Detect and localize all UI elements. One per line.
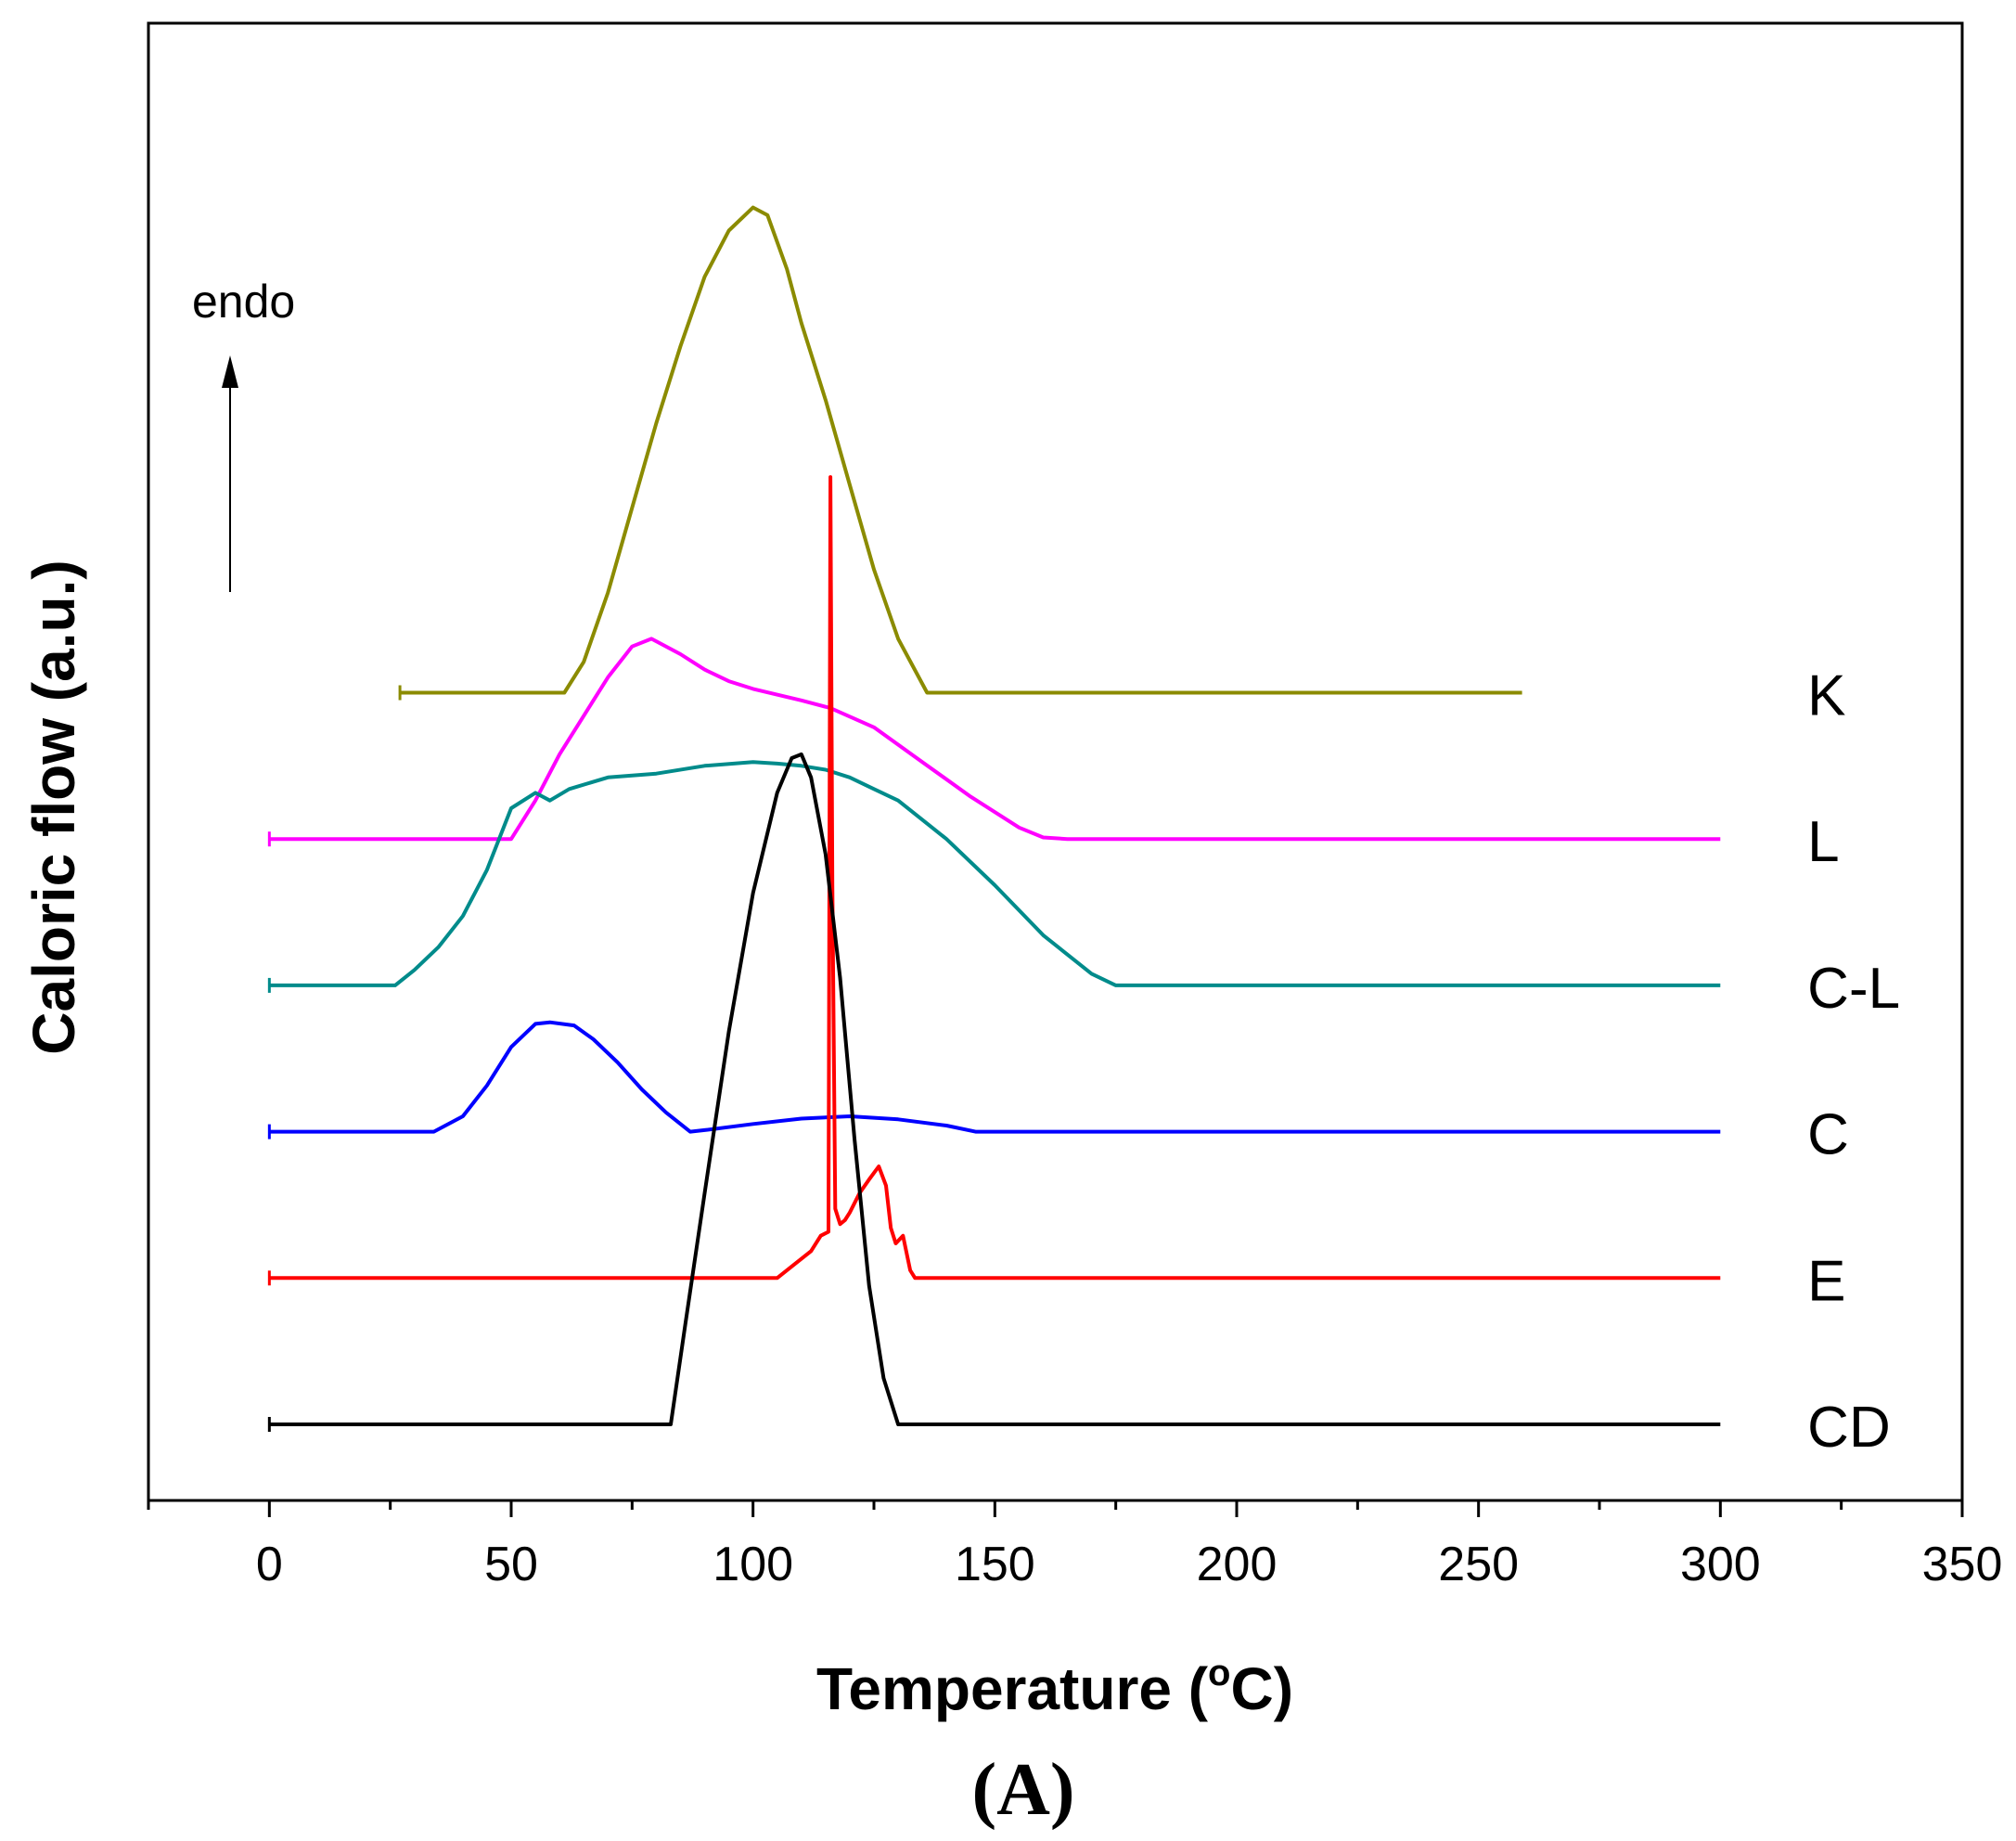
series-label-c-l: C-L: [1807, 957, 1900, 1021]
panel-label: (A): [971, 1749, 1074, 1831]
y-axis-title: Caloric flow (a.u.): [20, 560, 87, 1054]
series-line-l: [269, 637, 1721, 842]
x-axis-ticks: 0 50 100 150 200 250 300 350: [147, 1500, 2003, 1591]
series-line-c: [269, 1020, 1721, 1134]
series-label-c: C: [1807, 1103, 1849, 1167]
series-label-l: L: [1807, 810, 1839, 874]
x-tick-label: 200: [1197, 1538, 1278, 1591]
x-tick-label: 350: [1922, 1538, 2003, 1591]
plot-area-frame: [147, 21, 1964, 1502]
series-label-k: K: [1807, 664, 1845, 728]
series-layer: [267, 205, 1721, 1432]
series-label-cd: CD: [1807, 1396, 1891, 1460]
x-tick-label: 150: [955, 1538, 1035, 1591]
series-label-e: E: [1807, 1249, 1845, 1313]
series-line-e: [269, 475, 1721, 1281]
endo-annotation: endo: [192, 276, 295, 328]
series-labels: K L C-L C E CD: [1807, 664, 1900, 1461]
x-tick-label: 0: [256, 1538, 283, 1591]
endo-arrow-icon: [222, 355, 238, 388]
x-tick-label: 300: [1680, 1538, 1761, 1591]
series-line-c-l: [269, 760, 1721, 987]
x-axis-title: Temperature (oC): [816, 1653, 1293, 1722]
x-tick-label: 100: [713, 1538, 793, 1591]
x-tick-label: 250: [1438, 1538, 1519, 1591]
series-line-cd: [269, 752, 1721, 1426]
x-tick-label: 50: [484, 1538, 538, 1591]
series-line-k: [400, 205, 1522, 695]
